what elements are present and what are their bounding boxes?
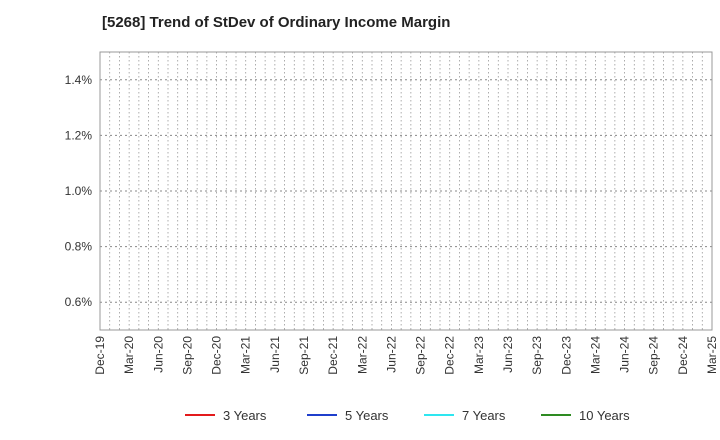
x-tick-label: Mar-21 <box>239 336 253 374</box>
x-tick-label: Dec-19 <box>93 336 107 375</box>
x-tick-label: Mar-22 <box>355 336 369 374</box>
legend-label: 3 Years <box>223 408 267 423</box>
x-tick-label: Dec-24 <box>676 336 690 375</box>
x-tick-label: Sep-24 <box>647 336 661 375</box>
x-tick-label: Jun-24 <box>618 336 632 373</box>
x-tick-label: Sep-20 <box>180 336 194 375</box>
y-axis-ticks: 0.6% 0.8% 1.0% 1.2% 1.4% <box>65 73 93 309</box>
x-tick-label: Sep-21 <box>297 336 311 375</box>
x-tick-label: Sep-23 <box>530 336 544 375</box>
chart-title: [5268] Trend of StDev of Ordinary Income… <box>102 14 451 31</box>
x-tick-label: Sep-22 <box>414 336 428 375</box>
legend-label: 7 Years <box>462 408 506 423</box>
x-tick-label: Dec-20 <box>210 336 224 375</box>
plot-frame <box>99 51 713 331</box>
x-tick-label: Jun-21 <box>268 336 282 373</box>
x-tick-label: Dec-22 <box>443 336 457 375</box>
y-tick-label: 0.8% <box>65 240 93 254</box>
y-tick-label: 1.4% <box>65 73 93 87</box>
x-tick-label: Mar-20 <box>122 336 136 374</box>
y-tick-label: 1.2% <box>65 128 93 142</box>
legend: 3 Years 5 Years 7 Years 10 Years <box>185 408 630 423</box>
x-tick-label: Mar-24 <box>588 336 602 374</box>
y-tick-label: 1.0% <box>65 184 93 198</box>
legend-label: 10 Years <box>579 408 630 423</box>
x-axis-ticks: Dec-19 Mar-20 Jun-20 Sep-20 Dec-20 Mar-21 Jun-… <box>93 336 719 375</box>
x-tick-label: Dec-21 <box>326 336 340 375</box>
x-tick-label: Jun-20 <box>151 336 165 373</box>
grid-layer <box>100 52 712 330</box>
x-tick-label: Dec-23 <box>559 336 573 375</box>
x-tick-label: Mar-23 <box>472 336 486 374</box>
x-tick-label: Jun-22 <box>384 336 398 373</box>
x-tick-label: Mar-25 <box>705 336 719 374</box>
x-tick-label: Jun-23 <box>501 336 515 373</box>
legend-label: 5 Years <box>345 408 389 423</box>
y-tick-label: 0.6% <box>65 295 93 309</box>
